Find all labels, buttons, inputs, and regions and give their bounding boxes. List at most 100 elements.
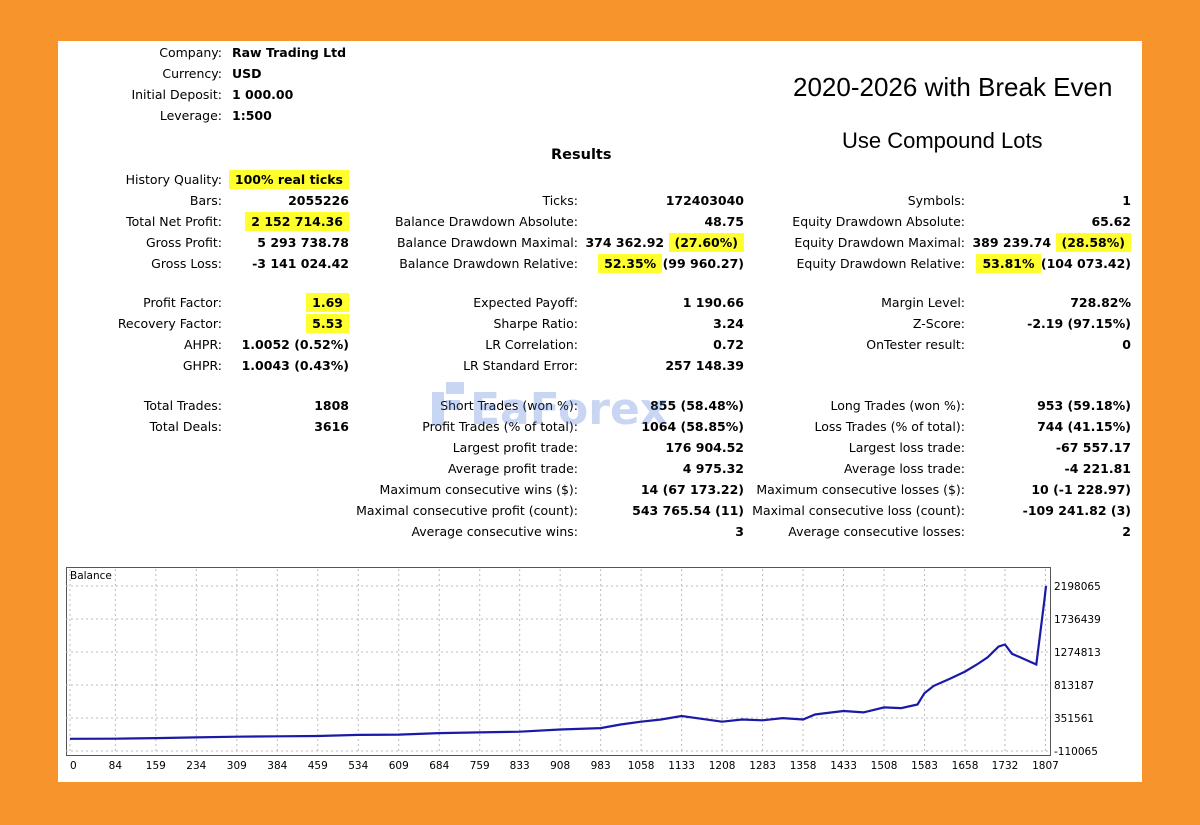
stat-value: 744 (41.15%) (1037, 418, 1131, 435)
stat-value-text: 2 (1122, 524, 1131, 539)
stat-value-text: 1.0043 (0.43%) (241, 358, 349, 373)
balance-chart (66, 567, 1051, 756)
stat-label: Balance Drawdown Relative: (399, 256, 578, 271)
stat-label: Equity Drawdown Maximal: (794, 235, 965, 250)
results-heading: Results (551, 147, 612, 163)
header-value: 1:500 (232, 108, 272, 123)
x-tick-label: 534 (348, 760, 368, 772)
stat-value: 374 362.92 (27.60%) (585, 233, 744, 252)
stat-value-text: 1808 (314, 398, 349, 413)
stat-label: Long Trades (won %): (830, 398, 965, 413)
stat-value: 3.24 (713, 315, 744, 332)
stat-value-text: 172403040 (665, 193, 744, 208)
header-label: Company: (159, 45, 222, 60)
stat-value-text: -2.19 (97.15%) (1027, 316, 1131, 331)
stat-label: Average profit trade: (447, 461, 578, 476)
stat-value: 172403040 (666, 192, 744, 209)
stat-value-text: 10 (-1 228.97) (1031, 482, 1131, 497)
header-value: 1 000.00 (232, 87, 294, 102)
stat-value-suffix: (99 960.27) (662, 256, 744, 271)
stat-value-text: -4 221.81 (1064, 461, 1131, 476)
highlighted-value: 53.81% (976, 254, 1041, 273)
x-tick-label: 1283 (749, 760, 776, 772)
stat-value-text: 953 (59.18%) (1037, 398, 1131, 413)
x-tick-label: 1807 (1032, 760, 1059, 772)
stat-value-text: 14 (67 173.22) (640, 482, 744, 497)
stat-label: Profit Factor: (143, 295, 222, 310)
stat-label: Z-Score: (912, 316, 965, 331)
stat-value-text: 543 765.54 (11) (632, 503, 744, 518)
x-tick-label: 1508 (871, 760, 898, 772)
stat-label: Balance Drawdown Absolute: (394, 214, 578, 229)
stat-value: 0.72 (713, 336, 744, 353)
stat-label: Maximal consecutive profit (count): (356, 503, 578, 518)
stat-label: Ticks: (542, 193, 578, 208)
stat-label: Largest loss trade: (848, 440, 965, 455)
x-tick-label: 384 (267, 760, 287, 772)
stat-label: Expected Payoff: (473, 295, 578, 310)
stat-value-text: 855 (58.48%) (650, 398, 744, 413)
balance-chart-svg: Balance 0 84 159 234 309 384 459 534 609 684 759 83… (66, 569, 1101, 772)
stat-label: Margin Level: (881, 295, 965, 310)
x-tick-label: 908 (550, 760, 570, 772)
stat-value-text: 65.62 (1091, 214, 1131, 229)
stat-value-text: 728.82% (1070, 295, 1131, 310)
stat-value: -4 221.81 (1065, 460, 1131, 477)
stat-value-text: 744 (41.15%) (1037, 419, 1131, 434)
stat-value: 10 (-1 228.97) (1031, 481, 1131, 498)
header-value: Raw Trading Ltd (232, 45, 347, 60)
stat-label: OnTester result: (866, 337, 965, 352)
x-tick-label: 1133 (668, 760, 695, 772)
x-tick-label: 1658 (952, 760, 979, 772)
stat-label: Gross Loss: (151, 256, 222, 271)
stat-value: 4 975.32 (683, 460, 744, 477)
highlighted-value: 100% real ticks (228, 170, 349, 189)
stat-label: Average loss trade: (844, 461, 965, 476)
highlighted-value: 5.53 (306, 314, 349, 333)
stat-label: Gross Profit: (145, 235, 222, 250)
stat-label: Equity Drawdown Absolute: (792, 214, 965, 229)
stat-label: Short Trades (won %): (440, 398, 578, 413)
stat-label: Equity Drawdown Relative: (796, 256, 965, 271)
stat-value: 14 (67 173.22) (641, 481, 744, 498)
stat-value: 1 190.66 (683, 294, 744, 311)
stat-value: 2 152 714.36 (245, 212, 349, 231)
stat-label: Profit Trades (% of total): (422, 419, 578, 434)
y-tick-label: 2198065 (1054, 581, 1101, 593)
x-tick-label: 84 (109, 760, 123, 772)
x-tick-label: 759 (470, 760, 490, 772)
stat-value: 389 239.74 (28.58%) (972, 233, 1131, 252)
y-tick-label: 813187 (1054, 680, 1094, 692)
stat-label: LR Standard Error: (463, 358, 578, 373)
stat-value: 1 (1122, 192, 1131, 209)
stat-value: 855 (58.48%) (650, 397, 744, 414)
x-tick-label: 309 (227, 760, 247, 772)
stat-value: 728.82% (1070, 294, 1131, 311)
stat-label: Sharpe Ratio: (493, 316, 578, 331)
stat-label: Recovery Factor: (117, 316, 222, 331)
header-value: USD (232, 66, 262, 81)
stat-value-text: 5 293 738.78 (257, 235, 349, 250)
stat-value-text: -3 141 024.42 (252, 256, 349, 271)
stat-label: Maximum consecutive losses ($): (756, 482, 965, 497)
stat-value: 2055226 (288, 192, 349, 209)
y-tick-label: 1274813 (1054, 647, 1101, 659)
highlighted-value: 1.69 (306, 293, 349, 312)
stat-value: 1.69 (306, 293, 349, 312)
stat-value: -3 141 024.42 (252, 255, 349, 272)
stat-value: 0 (1122, 336, 1131, 353)
stat-value-suffix: (104 073.42) (1040, 256, 1131, 271)
highlighted-value: 2 152 714.36 (245, 212, 349, 231)
stat-value: 1064 (58.85%) (641, 418, 744, 435)
x-tick-label: 1732 (992, 760, 1019, 772)
highlighted-value-suffix: (27.60%) (668, 233, 744, 252)
stat-label: Maximum consecutive wins ($): (379, 482, 578, 497)
stat-label: Balance Drawdown Maximal: (396, 235, 578, 250)
stat-value-text: 0 (1122, 337, 1131, 352)
chart-title: Balance (70, 570, 112, 582)
stat-value-text: 48.75 (704, 214, 744, 229)
stat-value-text: 0.72 (713, 337, 744, 352)
stat-value-text: 176 904.52 (665, 440, 744, 455)
y-tick-label: 351561 (1054, 713, 1094, 725)
stat-value-text: 1 190.66 (682, 295, 744, 310)
